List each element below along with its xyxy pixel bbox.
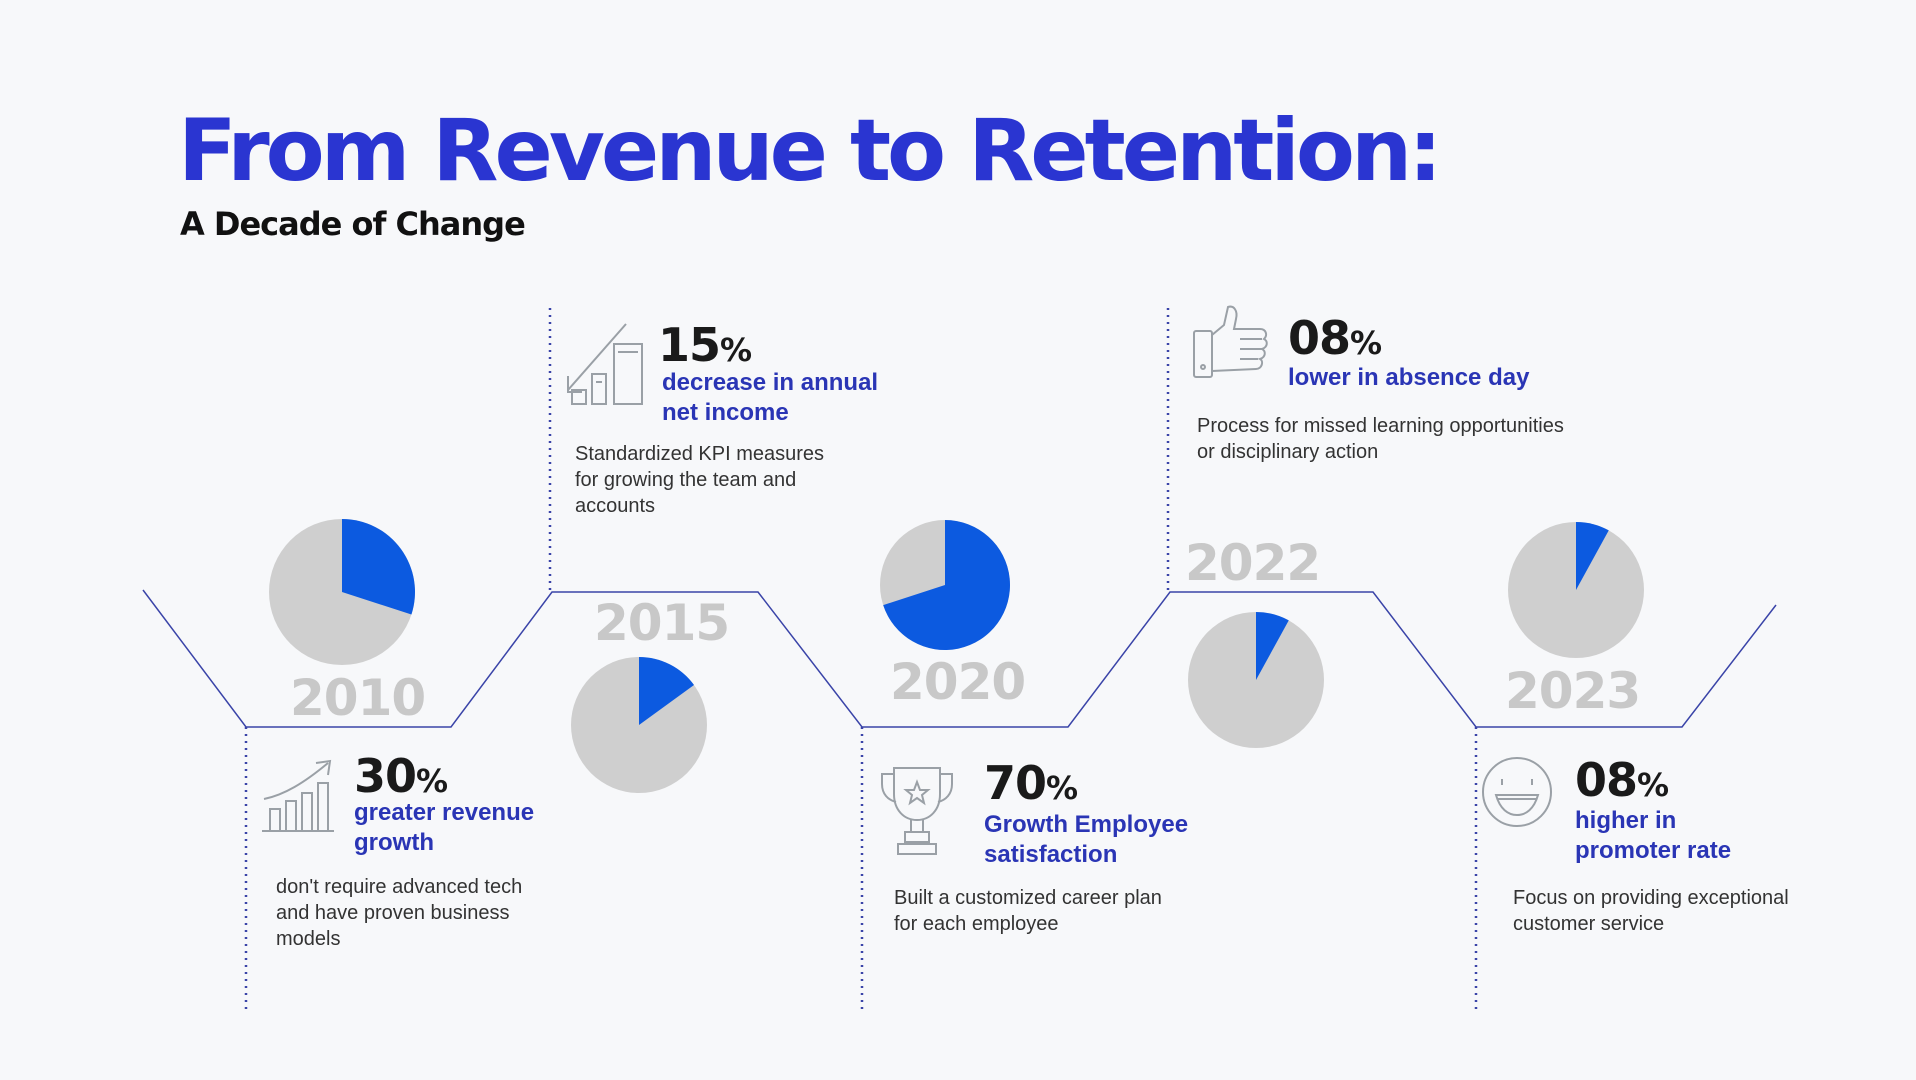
growth-chart-icon [262, 759, 334, 832]
pie-slice-2010 [342, 519, 415, 615]
pie-slice-2022 [1256, 612, 1289, 680]
year-label-2022: 2022 [1185, 534, 1321, 592]
stat-label-2010: greater revenue growth [354, 799, 535, 856]
year-label-2023: 2023 [1505, 662, 1641, 720]
smiley-icon [1482, 757, 1552, 827]
description-2010: don't require advanced tech and have pro… [276, 876, 523, 950]
stat-label-2022: lower in absence day [1288, 364, 1530, 391]
stat-value-2015: 15% [658, 318, 752, 372]
stat-value-2022: 08% [1288, 311, 1382, 365]
stat-value-2020: 70% [984, 756, 1078, 810]
pie-chart-2010 [269, 519, 415, 665]
year-label-2020: 2020 [890, 653, 1026, 711]
description-2023: Focus on providing exceptional customer … [1513, 887, 1789, 935]
stat-label-2020: Growth Employee satisfaction [984, 811, 1189, 868]
year-label-2010: 2010 [290, 669, 426, 727]
stat-label-2023: higher in promoter rate [1575, 807, 1732, 864]
pie-slice-2015 [639, 657, 695, 725]
decline-chart-icon [567, 323, 643, 405]
pie-chart-2022 [1188, 612, 1324, 748]
year-label-2015: 2015 [594, 594, 730, 652]
stat-value-2010: 30% [354, 749, 448, 803]
trophy-icon [881, 767, 953, 855]
pie-slice-2023 [1576, 522, 1609, 590]
thumbs-up-icon [1193, 305, 1268, 378]
stat-label-2015: decrease in annual net income [662, 369, 879, 426]
timeline-path [142, 589, 1777, 728]
description-2020: Built a customized career plan for each … [894, 887, 1162, 935]
description-2015: Standardized KPI measures for growing th… [575, 443, 825, 517]
description-2022: Process for missed learning opportunitie… [1197, 415, 1564, 463]
page-title: From Revenue to Retention: [178, 101, 1443, 201]
pie-chart-2015 [571, 657, 707, 793]
pie-chart-2023 [1508, 522, 1644, 658]
pie-chart-2020 [880, 520, 1010, 650]
stat-value-2023: 08% [1575, 753, 1669, 807]
pie-slice-2020 [883, 520, 1010, 650]
page-subtitle: A Decade of Change [180, 205, 526, 243]
